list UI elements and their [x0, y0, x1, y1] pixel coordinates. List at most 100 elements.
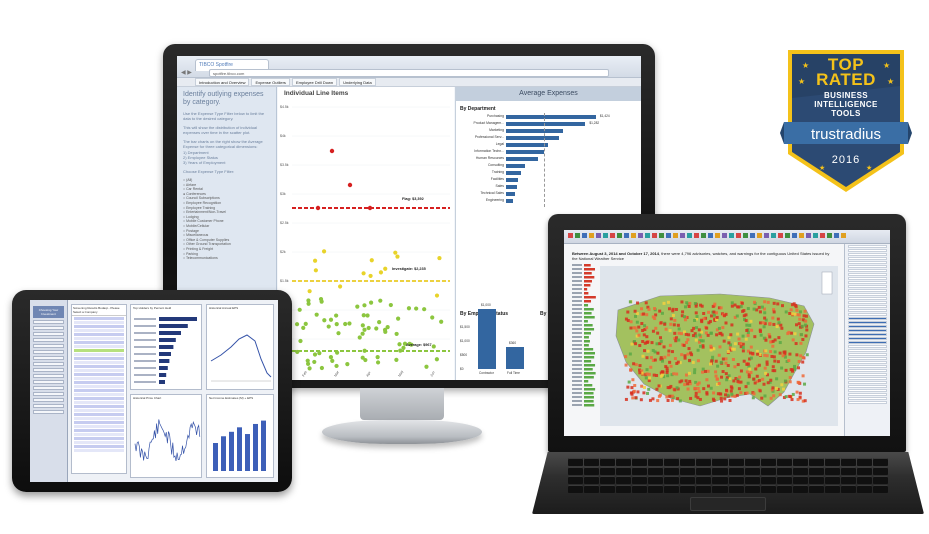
filter-row[interactable]: [848, 249, 887, 252]
filter-option[interactable]: ○ Printing & Freight: [183, 246, 214, 251]
toolbar-icon[interactable]: [708, 233, 713, 238]
table-row[interactable]: [74, 325, 124, 328]
department-bar[interactable]: [506, 198, 513, 203]
department-row[interactable]: Facilities: [456, 177, 636, 182]
table-row[interactable]: [74, 321, 124, 324]
table-row[interactable]: [74, 365, 124, 368]
filter-row[interactable]: [848, 333, 887, 336]
table-row[interactable]: [74, 449, 124, 452]
toolbar-icon[interactable]: [631, 233, 636, 238]
department-row[interactable]: Professional Serv...: [456, 135, 636, 140]
filter-row[interactable]: [848, 297, 887, 300]
filter-row[interactable]: [848, 321, 887, 324]
filter-row[interactable]: [848, 357, 887, 360]
department-bar[interactable]: [506, 142, 549, 147]
department-bar[interactable]: [506, 149, 545, 154]
filter-row[interactable]: [848, 377, 887, 380]
filter-row[interactable]: [848, 369, 887, 372]
status-bar[interactable]: [478, 309, 496, 369]
department-row[interactable]: Training: [456, 170, 636, 175]
filter-row[interactable]: [848, 373, 887, 376]
filter-row[interactable]: [848, 265, 887, 268]
sidebar-control[interactable]: [33, 338, 64, 342]
toolbar-icon[interactable]: [582, 233, 587, 238]
department-bar[interactable]: [506, 128, 564, 133]
filter-row[interactable]: [848, 317, 887, 320]
department-bar[interactable]: [506, 135, 560, 140]
sidebar-control[interactable]: [33, 368, 64, 372]
toolbar-icon[interactable]: [729, 233, 734, 238]
sidebar-control[interactable]: [33, 374, 64, 378]
toolbar-icon[interactable]: [764, 233, 769, 238]
table-row[interactable]: [74, 353, 124, 356]
filter-row[interactable]: [848, 381, 887, 384]
toolbar-icon[interactable]: [785, 233, 790, 238]
department-row[interactable]: Engineering: [456, 198, 636, 203]
filter-option[interactable]: ○ Miscellaneous: [183, 233, 209, 238]
toolbar-icon[interactable]: [841, 233, 846, 238]
department-row[interactable]: Consulting: [456, 163, 636, 168]
filter-row[interactable]: [848, 397, 887, 400]
filter-option[interactable]: ○ Mobile Customer Phone: [183, 219, 224, 224]
toolbar-icon[interactable]: [750, 233, 755, 238]
filter-option[interactable]: ○ Postage: [183, 228, 199, 233]
toolbar-icon[interactable]: [575, 233, 580, 238]
sidebar-control[interactable]: [33, 398, 64, 402]
tab-employee-drill-down[interactable]: Employee Drill Down: [291, 78, 338, 86]
filter-row[interactable]: [848, 261, 887, 264]
toolbar-icon[interactable]: [610, 233, 615, 238]
filter-row[interactable]: [848, 277, 887, 280]
browser-tab[interactable]: TIBCO Spotfire: [195, 59, 269, 71]
table-row[interactable]: [74, 345, 124, 348]
table-row[interactable]: [74, 381, 124, 384]
table-row[interactable]: [74, 341, 124, 344]
filter-row[interactable]: [848, 245, 887, 248]
table-row[interactable]: [74, 349, 124, 352]
table-row[interactable]: [74, 445, 124, 448]
filter-row[interactable]: [848, 337, 887, 340]
department-row[interactable]: Information Techn...: [456, 149, 636, 154]
toolbar-icon[interactable]: [778, 233, 783, 238]
filter-row[interactable]: [848, 385, 887, 388]
tab-underlying-data[interactable]: Underlying Data: [339, 78, 376, 86]
sidebar-control[interactable]: [33, 410, 64, 414]
toolbar-icon[interactable]: [624, 233, 629, 238]
filter-option[interactable]: ○ Telecommunications: [183, 256, 218, 261]
table-row[interactable]: [74, 417, 124, 420]
filter-option[interactable]: ○ Office & Computer Supplies: [183, 237, 230, 242]
toolbar-icon[interactable]: [638, 233, 643, 238]
filter-row[interactable]: [848, 257, 887, 260]
toolbar-icon[interactable]: [834, 233, 839, 238]
table-row[interactable]: [74, 389, 124, 392]
filter-row[interactable]: [848, 401, 887, 404]
toolbar-icon[interactable]: [792, 233, 797, 238]
department-row[interactable]: Marketing: [456, 128, 636, 133]
filter-row[interactable]: [848, 289, 887, 292]
toolbar-icon[interactable]: [722, 233, 727, 238]
filter-row[interactable]: [848, 353, 887, 356]
table-row[interactable]: [74, 329, 124, 332]
address-bar[interactable]: spotfire.tibco.com: [209, 69, 609, 77]
filter-row[interactable]: [848, 341, 887, 344]
filter-option[interactable]: ○ Entertainment/Non-Travel: [183, 210, 227, 215]
filter-row[interactable]: [848, 345, 887, 348]
filter-row[interactable]: [848, 361, 887, 364]
toolbar-icon[interactable]: [771, 233, 776, 238]
sidebar-control[interactable]: [33, 362, 64, 366]
filter-row[interactable]: [848, 293, 887, 296]
department-row[interactable]: Human Resources: [456, 156, 636, 161]
department-row[interactable]: Legal: [456, 142, 636, 147]
department-row[interactable]: Sales: [456, 184, 636, 189]
table-row[interactable]: [74, 333, 124, 336]
department-bar[interactable]: [506, 184, 517, 189]
sidebar-control[interactable]: [33, 380, 64, 384]
sidebar-control[interactable]: [33, 326, 64, 330]
sidebar-control[interactable]: [33, 404, 64, 408]
filter-option[interactable]: ○ Council Subscriptions: [183, 196, 220, 201]
department-row[interactable]: Technical Sales: [456, 191, 636, 196]
sidebar-control[interactable]: [33, 386, 64, 390]
filter-option[interactable]: ○ Airfare: [183, 182, 197, 187]
toolbar-icon[interactable]: [687, 233, 692, 238]
nav-arrows-icon[interactable]: ◀ ▶: [181, 70, 192, 76]
toolbar-icon[interactable]: [806, 233, 811, 238]
